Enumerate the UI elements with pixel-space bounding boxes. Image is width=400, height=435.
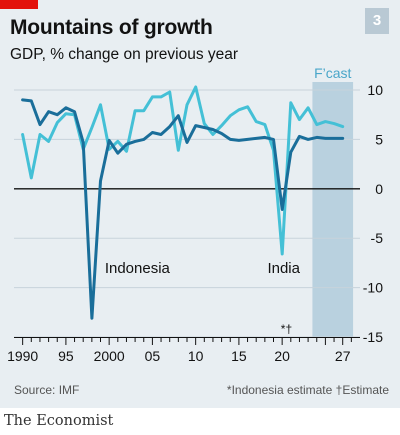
x-tick-label: 15 bbox=[231, 348, 247, 364]
y-tick-label: 10 bbox=[367, 82, 383, 98]
chart-number-badge: 3 bbox=[365, 8, 389, 34]
economist-logo: The Economist bbox=[4, 413, 114, 429]
x-tick-label: 27 bbox=[335, 348, 351, 364]
series-label-india: India bbox=[267, 260, 300, 277]
x-tick-label: 10 bbox=[188, 348, 204, 364]
series-line-india bbox=[21, 85, 345, 256]
y-tick-label: -15 bbox=[363, 329, 383, 345]
chart-subtitle: GDP, % change on previous year bbox=[10, 46, 239, 63]
x-tick-label: 2000 bbox=[94, 348, 125, 364]
source-note: Source: IMF bbox=[14, 383, 80, 397]
footnote: *Indonesia estimate †Estimate bbox=[226, 383, 389, 397]
x-tick-label: 1990 bbox=[7, 348, 38, 364]
series-line-indonesia bbox=[21, 98, 345, 320]
x-tick-label: 05 bbox=[145, 348, 161, 364]
y-tick-label: -10 bbox=[363, 280, 383, 296]
x-tick-label: 95 bbox=[58, 348, 74, 364]
x-tick-label: 20 bbox=[274, 348, 290, 364]
y-tick-label: 0 bbox=[375, 181, 383, 197]
forecast-label: F’cast bbox=[314, 65, 351, 81]
line-chart: F’cast 10 5 0 -5 -10 -15 1990 95 2000 05 10 15 20 27 *†… bbox=[7, 65, 384, 364]
forecast-band bbox=[312, 82, 354, 337]
estimate-marker: *† bbox=[281, 322, 292, 336]
chart-title: Mountains of growth bbox=[10, 16, 213, 39]
series-label-indonesia: Indonesia bbox=[105, 260, 171, 277]
red-accent-bar bbox=[0, 0, 38, 9]
y-tick-label: -5 bbox=[371, 230, 384, 246]
y-tick-label: 5 bbox=[375, 131, 383, 147]
chart-card: Mountains of growth GDP, % change on pre… bbox=[0, 0, 400, 408]
